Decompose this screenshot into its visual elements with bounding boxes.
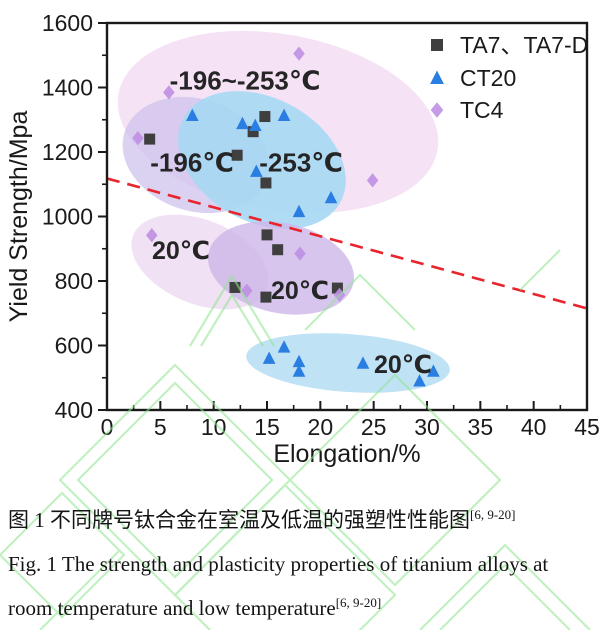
legend-label: TA7、TA7-D (460, 32, 588, 58)
region-label: 20℃ (271, 277, 329, 305)
legend-diamond-marker (430, 102, 444, 118)
triangle-data-point (236, 116, 249, 130)
caption-zh-text: 图 1 不同牌号钛合金在室温及低温的强塑性性能图 (8, 508, 470, 532)
triangle-data-point (262, 351, 276, 364)
x-tick-label: 5 (154, 414, 167, 440)
triangle-data-point (292, 204, 306, 218)
triangle-data-point (250, 164, 263, 177)
diamond-data-point (132, 130, 144, 146)
y-tick-label: 1400 (42, 75, 93, 101)
square-data-point (260, 177, 272, 189)
caption-en-line1: Fig. 1 The strength and plasticity prope… (8, 551, 549, 576)
diamond-data-point (293, 46, 305, 61)
triangle-data-point (356, 356, 370, 369)
y-tick-label: 1000 (42, 204, 93, 230)
x-tick-label: 30 (414, 414, 440, 440)
x-tick-label: 35 (468, 414, 494, 440)
region-ellipse (178, 91, 346, 229)
x-axis-title: Elongation/% (273, 440, 420, 468)
legend-square-marker (431, 39, 443, 51)
y-tick-label: 1200 (42, 139, 93, 165)
region-label: -196℃ (150, 147, 234, 177)
diamond-data-point (294, 246, 306, 261)
caption-en-line2-text: room temperature and low temperature (8, 595, 336, 620)
legend-label: CT20 (460, 65, 516, 91)
caption-zh: 图 1 不同牌号钛合金在室温及低温的强塑性性能图[6, 9-20] (8, 506, 596, 536)
y-tick-label: 600 (55, 333, 93, 359)
square-data-point (261, 229, 273, 241)
triangle-data-point (324, 190, 338, 204)
caption-en-ref: [6, 9-20] (335, 594, 382, 610)
region-label: 20℃ (152, 237, 210, 265)
x-tick-label: 45 (574, 414, 600, 440)
triangle-data-point (277, 108, 291, 122)
x-tick-label: 15 (254, 414, 280, 440)
region-label: -196~-253℃ (170, 65, 321, 95)
diamond-data-point (366, 173, 379, 188)
x-tick-label: 20 (308, 414, 334, 440)
scatter-chart: 0 5 10 15 20 25 30 35 40 45 400 600 800 1000 1200 1400 1… (5, 10, 600, 468)
triangle-data-point (292, 354, 306, 368)
caption-en-line2: room temperature and low temperature[6, … (8, 594, 596, 624)
legend-label: TC4 (460, 97, 504, 123)
x-tick-label: 40 (521, 414, 547, 440)
x-tick-label: 25 (361, 414, 387, 440)
triangle-data-point (248, 118, 262, 132)
x-tick-label: 10 (201, 414, 227, 440)
triangle-data-point (186, 108, 199, 122)
square-data-point (229, 281, 241, 293)
square-data-point (259, 111, 271, 123)
region-label: -253℃ (259, 147, 343, 177)
y-tick-label: 400 (55, 397, 93, 423)
square-data-point (144, 133, 156, 145)
square-data-point (231, 149, 243, 161)
y-tick-label: 800 (55, 268, 93, 294)
diamond-data-point (163, 85, 175, 100)
region-label: 20℃ (374, 351, 432, 379)
diamond-data-point (146, 228, 158, 243)
square-data-point (272, 244, 284, 256)
legend-triangle-marker (430, 70, 444, 84)
y-axis-title: Yield Strength/Mpa (5, 111, 33, 323)
caption-zh-ref: [6, 9-20] (470, 507, 516, 522)
x-tick-label: 0 (101, 414, 114, 440)
square-data-point (260, 291, 272, 303)
figure-captions: 图 1 不同牌号钛合金在室温及低温的强塑性性能图[6, 9-20] Fig. 1… (8, 506, 596, 630)
triangle-data-point (277, 340, 291, 353)
y-tick-label: 1600 (42, 10, 93, 36)
square-data-point (247, 126, 259, 138)
